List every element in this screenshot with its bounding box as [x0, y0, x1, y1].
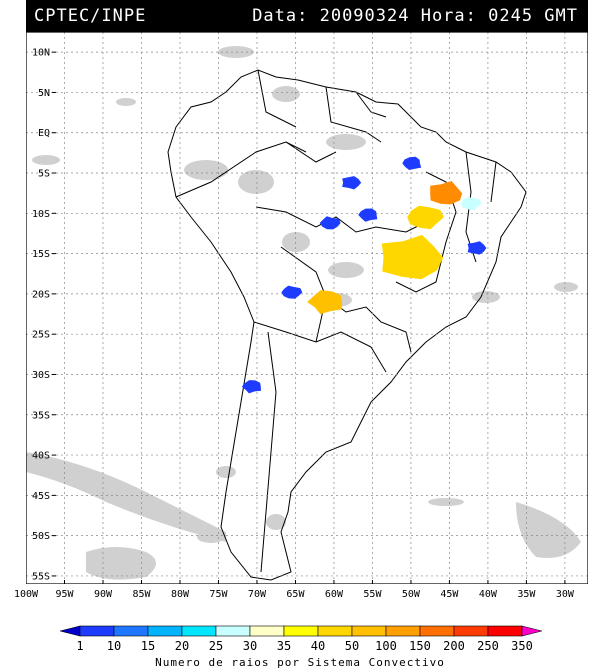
colorbar-swatch — [487, 625, 523, 637]
lon-tick-label: 45W — [440, 589, 459, 600]
convective-system — [407, 205, 444, 230]
lon-tick-label: 55W — [363, 589, 382, 600]
lon-tick-label: 40W — [479, 589, 498, 600]
lat-tick-label: 50S — [32, 531, 50, 542]
map-header: CPTEC/INPE Data: 20090324 Hora: 0245 GMT — [26, 0, 588, 32]
colorbar-swatch — [283, 625, 319, 637]
colorbar-swatch — [215, 625, 251, 637]
colorbar-swatch — [147, 625, 183, 637]
lon-tick-label: 80W — [171, 589, 190, 600]
lon-tick-label: 100W — [14, 589, 39, 600]
colorbar-swatch — [521, 625, 542, 637]
colorbar-label: 10 — [107, 639, 121, 653]
lon-tick-label: 60W — [325, 589, 344, 600]
lightning-count-colorbar: 1 10 15 20 25 30 35 40 50 100 150 200 250 350 — [60, 625, 542, 653]
convective-system — [281, 285, 303, 299]
latitude-tick-labels: 10N 5N EQ 5S 10S 15S 20S 25S 30S 35S 40S 45S 50S 55S — [32, 48, 56, 582]
colorbar-swatch — [317, 625, 353, 637]
colorbar-swatch — [181, 625, 217, 637]
convective-system-layer — [241, 156, 487, 394]
colorbar-swatch — [249, 625, 285, 637]
colorbar-swatch — [113, 625, 149, 637]
lat-tick-label: 5S — [38, 169, 50, 180]
longitude-label-row: 100W 95W 90W 85W 80W 75W 70W 65W 60W 55W 50W 45W 40W… — [14, 589, 575, 600]
colorbar-label: 30 — [243, 639, 257, 653]
colorbar-swatches — [60, 625, 542, 637]
lat-tick-label: 45S — [32, 491, 50, 502]
colorbar-swatch — [419, 625, 455, 637]
colorbar-swatch — [385, 625, 421, 637]
colorbar-label: 40 — [311, 639, 325, 653]
lon-tick-label: 35W — [517, 589, 536, 600]
lat-tick-label: 30S — [32, 370, 50, 381]
lat-lon-grid — [26, 32, 588, 584]
colorbar-swatch — [60, 625, 81, 637]
lat-tick-label: 40S — [32, 451, 50, 462]
lat-tick-label: 55S — [32, 571, 50, 582]
lon-tick-label: 90W — [94, 589, 113, 600]
colorbar-swatch — [79, 625, 115, 637]
colorbar-label: 1 — [76, 639, 83, 653]
lat-tick-label: EQ — [38, 128, 50, 139]
colorbar-swatch — [351, 625, 387, 637]
lat-tick-label: 20S — [32, 289, 50, 300]
lon-tick-label: 95W — [55, 589, 74, 600]
lat-tick-label: 15S — [32, 249, 50, 260]
convective-system — [319, 216, 341, 230]
convective-system — [307, 290, 343, 315]
south-america-lightning-map: 10N 5N EQ 5S 10S 15S 20S 25S 30S 35S 40S 45S 50S 55S — [26, 32, 588, 584]
lat-tick-label: 10N — [32, 48, 50, 59]
lon-tick-label: 70W — [248, 589, 267, 600]
lon-tick-label: 50W — [402, 589, 421, 600]
longitude-tick-labels — [26, 580, 566, 584]
colorbar-labels: 1 10 15 20 25 30 35 40 50 100 150 200 250 350 — [76, 639, 532, 653]
colorbar-label: 100 — [375, 639, 397, 653]
colorbar-swatch — [453, 625, 489, 637]
colorbar-label: 50 — [345, 639, 359, 653]
source-label: CPTEC/INPE — [34, 6, 147, 26]
colorbar-label: 200 — [443, 639, 465, 653]
convective-system — [342, 176, 362, 190]
convective-system — [241, 380, 261, 394]
convective-system — [358, 208, 378, 222]
lon-tick-label: 65W — [286, 589, 305, 600]
colorbar-label: 35 — [277, 639, 291, 653]
lat-tick-label: 35S — [32, 410, 50, 421]
colorbar-label: 150 — [409, 639, 431, 653]
colorbar-label: 20 — [175, 639, 189, 653]
colorbar-label: 250 — [477, 639, 499, 653]
lat-tick-label: 10S — [32, 209, 50, 220]
convective-system — [381, 234, 444, 280]
convective-system — [461, 197, 482, 211]
convective-system — [467, 241, 487, 255]
coastline-and-borders — [167, 69, 527, 581]
colorbar-label: 25 — [209, 639, 223, 653]
lat-tick-label: 25S — [32, 330, 50, 341]
convective-system — [402, 156, 422, 170]
lon-tick-label: 75W — [209, 589, 228, 600]
convective-system — [430, 181, 463, 205]
lat-tick-label: 5N — [38, 88, 50, 99]
colorbar-label: 15 — [141, 639, 155, 653]
colorbar-label: 350 — [511, 639, 533, 653]
colorbar-caption: Numero de raios por Sistema Convectivo — [155, 656, 445, 669]
lon-tick-label: 30W — [556, 589, 575, 600]
lon-tick-label: 85W — [132, 589, 151, 600]
datetime-label: Data: 20090324 Hora: 0245 GMT — [252, 6, 578, 26]
